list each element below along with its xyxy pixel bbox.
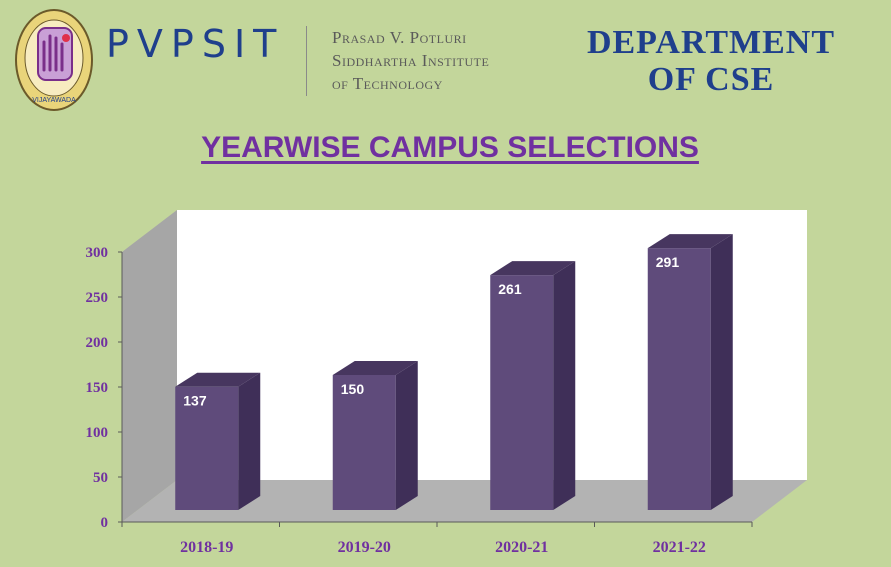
department-line-1: DEPARTMENT: [586, 24, 836, 61]
y-tick-label: 0: [101, 515, 109, 531]
y-tick-label: 50: [93, 470, 108, 486]
bar-data-label: 261: [498, 281, 522, 297]
department-title: DEPARTMENT OF CSE: [556, 24, 866, 98]
bar-data-label: 291: [656, 254, 680, 270]
brand-divider: [306, 26, 307, 96]
brand-acronym: PVPSIT: [106, 22, 285, 66]
brand-name-line-1: Prasad V. Potluri: [332, 28, 467, 47]
y-tick-label: 250: [86, 290, 109, 306]
bar: [647, 248, 711, 510]
institute-logo: VIJAYAWADA: [15, 9, 93, 111]
chart-title: YEARWISE CAMPUS SELECTIONS: [201, 131, 699, 164]
bar-side: [710, 234, 733, 510]
y-tick-label: 200: [86, 335, 109, 351]
bar: [490, 275, 554, 510]
x-tick-label: 2020-21: [495, 539, 548, 556]
bar-side: [395, 361, 418, 510]
x-tick-label: 2021-22: [653, 539, 706, 556]
bar-side: [553, 261, 576, 510]
y-tick-label: 100: [86, 425, 109, 441]
brand-name-line-2: Siddhartha Institute: [332, 51, 490, 70]
y-tick-label: 150: [86, 380, 109, 396]
x-tick-label: 2019-20: [338, 539, 391, 556]
brand-name: Prasad V. Potluri Siddhartha Institute o…: [332, 26, 489, 95]
logo-caption: VIJAYAWADA: [32, 97, 76, 104]
bar-top: [647, 234, 733, 249]
bar-top: [175, 372, 261, 387]
brand-name-line-3: of Technology: [332, 74, 443, 93]
plot-floor: [122, 480, 807, 522]
y-tick-label: 300: [86, 245, 109, 261]
bar: [332, 375, 396, 510]
bar: [175, 386, 239, 510]
bar-data-label: 137: [183, 393, 207, 409]
x-tick-label: 2018-19: [180, 539, 233, 556]
plot-side-wall: [122, 210, 177, 522]
department-line-2: OF CSE: [647, 61, 775, 98]
bar-top: [332, 361, 418, 375]
bar-data-label: 150: [341, 381, 365, 397]
bar-top: [490, 261, 576, 276]
bar-side: [238, 372, 261, 510]
